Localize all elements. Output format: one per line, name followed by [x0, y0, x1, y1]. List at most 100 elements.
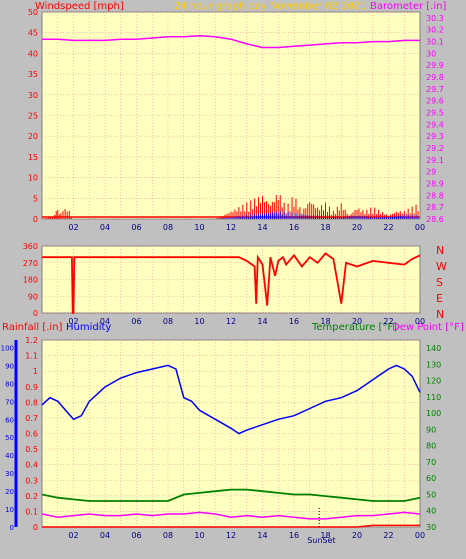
rain-y-tick-label: 0.8	[25, 398, 38, 407]
temp-y-tick-label: 110	[426, 393, 441, 402]
x-tick-label-p3: 16	[289, 531, 299, 540]
temperature-line	[41, 488, 421, 502]
wind-y-tick-label: 15	[28, 153, 38, 162]
wind-y-tick-label: 45	[28, 29, 38, 38]
baro-y-tick-label: 29.3	[426, 132, 444, 141]
x-tick-label-p1: 16	[289, 223, 299, 232]
temp-y-tick-label: 100	[426, 409, 441, 418]
barometer-line	[42, 34, 420, 49]
baro-y-tick-label: 29	[426, 168, 436, 177]
x-tick-label-p3: 12	[226, 531, 236, 540]
temperature-label: Temperature [°F]	[311, 322, 397, 333]
temp-y-tick-label: 90	[426, 425, 436, 434]
rain-y-tick-label: 0.5	[25, 445, 38, 454]
wind-y-tick-label: 50	[28, 8, 38, 17]
baro-y-tick-label: 29.8	[426, 73, 444, 82]
x-tick-label-p1: 02	[68, 223, 78, 232]
compass-label: E	[436, 292, 443, 305]
rain-y-tick-label: 1.1	[25, 352, 38, 361]
temp-y-tick-label: 120	[426, 377, 441, 386]
x-tick-label-p1: 08	[163, 223, 173, 232]
rainfall-label: Rainfall [.in]	[2, 322, 63, 333]
baro-y-tick-label: 28.7	[426, 203, 444, 212]
wind-y-tick-label: 40	[28, 49, 38, 58]
temp-y-tick-label: 30	[426, 523, 436, 532]
direction-line	[42, 252, 421, 314]
baro-y-tick-label: 29.7	[426, 85, 444, 94]
x-tick-label-p2: 08	[163, 317, 173, 326]
baro-y-tick-label: 30.2	[426, 26, 444, 35]
wind-y-tick-label: 20	[28, 132, 38, 141]
x-tick-label-p2: 00	[415, 317, 425, 326]
x-tick-label-p2: 16	[289, 317, 299, 326]
rain-y-tick-label: 0	[33, 523, 38, 532]
x-tick-label-p3: 20	[352, 531, 362, 540]
wind-y-tick-label: 25	[28, 112, 38, 121]
temp-y-tick-label: 50	[426, 490, 436, 499]
dir-y-tick-label: 360	[23, 242, 38, 251]
baro-y-tick-label: 28.9	[426, 180, 444, 189]
temp-y-tick-label: 60	[426, 474, 436, 483]
x-tick-label-p3: 08	[163, 531, 173, 540]
compass-label: N	[436, 308, 444, 321]
rain-y-tick-label: 1	[33, 367, 38, 376]
humidity-y-tick-label: 90	[5, 362, 14, 370]
x-tick-label-p2: 04	[100, 317, 110, 326]
graph-title: 24 hour graph day November 02 2021	[174, 1, 367, 12]
dewpoint-line	[41, 511, 421, 520]
dir-y-tick-label: 0	[33, 309, 38, 318]
rain-y-tick-label: 0.2	[25, 492, 38, 501]
baro-y-tick-label: 30.1	[426, 38, 444, 47]
baro-y-tick-label: 29.4	[426, 120, 444, 129]
dewpoint-label: Dew Point [°F]	[392, 322, 464, 333]
x-tick-label-p3: 02	[68, 531, 78, 540]
baro-y-tick-label: 30.3	[426, 14, 444, 23]
compass-label: N	[436, 244, 444, 257]
wind-y-tick-label: 10	[28, 174, 38, 183]
x-tick-label-p3: 04	[100, 531, 110, 540]
humidity-y-tick-label: 80	[5, 380, 14, 388]
rain-y-tick-label: 0.9	[25, 383, 38, 392]
baro-y-tick-label: 29.5	[426, 109, 444, 118]
humidity-label: Humidity	[66, 322, 111, 333]
baro-y-tick-label: 29.9	[426, 61, 444, 70]
rain-y-tick-label: 0.3	[25, 476, 38, 485]
baro-y-tick-label: 28.8	[426, 191, 444, 200]
humidity-y-tick-label: 30	[5, 470, 14, 478]
x-tick-label-p2: 06	[131, 317, 141, 326]
rainfall-line	[42, 524, 420, 528]
dir-y-tick-label: 180	[23, 276, 38, 285]
x-tick-label-p2: 22	[383, 317, 393, 326]
temp-y-tick-label: 70	[426, 458, 436, 467]
x-tick-label-p3: 10	[194, 531, 204, 540]
baro-y-tick-label: 29.1	[426, 156, 444, 165]
x-tick-label-p1: 06	[131, 223, 141, 232]
rain-y-tick-label: 0.1	[25, 507, 38, 516]
x-tick-label-p2: 12	[226, 317, 236, 326]
dir-y-tick-label: 90	[28, 292, 38, 301]
x-tick-label-p2: 10	[194, 317, 204, 326]
barometer-label: Barometer [.in]	[370, 1, 446, 12]
x-tick-label-p2: 18	[320, 317, 330, 326]
rain-y-tick-label: 0.4	[25, 461, 38, 470]
rain-y-tick-label: 1.2	[25, 336, 38, 345]
x-tick-label-p2: 14	[257, 317, 267, 326]
wind-y-tick-label: 30	[28, 91, 38, 100]
rain-y-tick-label: 0.6	[25, 430, 38, 439]
temp-y-tick-label: 140	[426, 344, 441, 353]
baro-y-tick-label: 29.6	[426, 97, 444, 106]
x-tick-label-p3: 06	[131, 531, 141, 540]
wind-y-tick-label: 0	[33, 215, 38, 224]
x-tick-label-p1: 00	[415, 223, 425, 232]
rain-y-tick-label: 0.7	[25, 414, 38, 423]
x-tick-label-p2: 02	[68, 317, 78, 326]
x-tick-label-p3: 18	[320, 531, 330, 540]
x-tick-label-p2: 20	[352, 317, 362, 326]
x-tick-label-p1: 04	[100, 223, 110, 232]
humidity-y-tick-label: 40	[5, 452, 14, 460]
humidity-y-tick-label: 50	[5, 434, 14, 442]
temp-y-tick-label: 80	[426, 442, 436, 451]
humidity-y-tick-label: 20	[5, 488, 14, 496]
baro-y-tick-label: 28.6	[426, 215, 444, 224]
